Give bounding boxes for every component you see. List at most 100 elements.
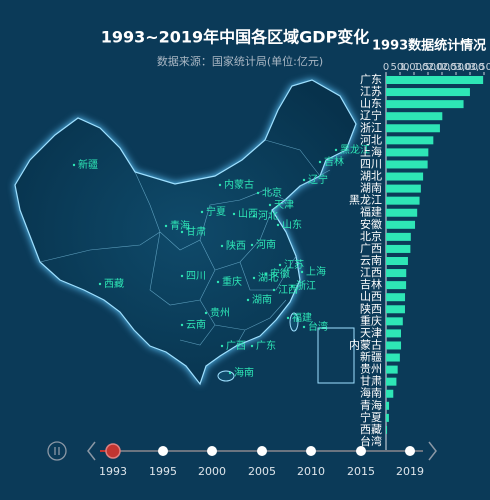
bar — [386, 389, 394, 398]
bar — [386, 377, 397, 386]
prev-button[interactable] — [87, 441, 96, 461]
region-label: 宁夏 — [206, 205, 226, 218]
region-label: 河北 — [258, 210, 278, 222]
region-label: 湖北 — [258, 272, 278, 284]
x-tick-label: 3,500 — [470, 62, 490, 73]
region-dot — [180, 323, 184, 327]
timeline-label[interactable]: 2005 — [248, 465, 276, 478]
region-label: 河南 — [256, 238, 276, 251]
bar-title: 1993数据统计情况 — [372, 38, 486, 54]
taiwan — [289, 312, 299, 332]
region-label: 吉林 — [324, 155, 344, 168]
region-dot — [220, 244, 224, 248]
timeline-label[interactable]: 1993 — [99, 465, 127, 478]
bar — [386, 196, 420, 205]
y-tick-label: 陕西 — [360, 301, 382, 315]
bar — [386, 365, 398, 374]
x-tick-label: 500 — [390, 62, 409, 73]
y-tick-label: 辽宁 — [360, 108, 382, 122]
region-dot — [250, 344, 254, 348]
region-label: 海南 — [234, 366, 254, 379]
region-dot — [164, 224, 168, 228]
region-dot — [272, 288, 276, 292]
china-outline — [14, 79, 357, 386]
region-dot — [228, 371, 232, 375]
region-dot — [204, 311, 208, 315]
y-tick-label: 海南 — [360, 386, 382, 400]
bar — [386, 184, 421, 193]
y-tick-label: 福建 — [360, 205, 382, 219]
timeline-label[interactable]: 2000 — [198, 465, 226, 478]
y-tick-label: 云南 — [360, 254, 382, 267]
region-dot — [216, 280, 220, 284]
hainan — [217, 370, 235, 382]
y-tick-label: 台湾 — [360, 434, 382, 448]
bar — [386, 160, 428, 169]
next-button[interactable] — [428, 441, 437, 461]
timeline-point[interactable] — [257, 446, 267, 456]
timeline-label[interactable]: 2010 — [297, 465, 325, 478]
x-tick-label: 1,500 — [414, 62, 443, 73]
region-label: 江西 — [278, 284, 298, 296]
region-label: 湖南 — [252, 293, 272, 306]
y-tick-label: 北京 — [360, 229, 382, 243]
timeline-label[interactable]: 1995 — [149, 465, 177, 478]
title: 1993~2019年中国各区域GDP变化 — [101, 28, 370, 47]
bar — [386, 269, 407, 278]
region-label: 陕西 — [226, 239, 246, 252]
x-tick-label: 3,000 — [456, 62, 485, 73]
region-dot — [334, 148, 338, 152]
timeline-point[interactable] — [158, 446, 168, 456]
region-label: 云南 — [186, 318, 206, 331]
y-tick-label: 湖北 — [360, 170, 382, 183]
region-dot — [264, 272, 268, 276]
y-tick-label: 上海 — [360, 144, 382, 158]
y-tick-label: 青海 — [360, 398, 382, 412]
y-tick-label: 新疆 — [360, 350, 382, 364]
bar — [386, 401, 390, 410]
bar — [386, 317, 403, 326]
y-tick-label: 西藏 — [360, 423, 382, 436]
region-label: 台湾 — [308, 320, 328, 333]
region-dot — [276, 223, 280, 227]
region-label: 山西 — [238, 208, 258, 220]
bar — [386, 293, 406, 302]
timeline-label[interactable]: 2015 — [347, 465, 375, 478]
region-dot — [218, 183, 222, 187]
y-tick-label: 江西 — [360, 266, 382, 279]
bar — [386, 413, 389, 422]
bar — [386, 341, 402, 350]
region-dot — [72, 163, 76, 167]
y-tick-label: 浙江 — [360, 121, 382, 134]
y-tick-label: 黑龙江 — [349, 194, 382, 207]
y-tick-label: 山东 — [360, 97, 382, 110]
region-dot — [256, 191, 260, 195]
y-tick-label: 广西 — [360, 242, 382, 255]
x-tick-label: 2,500 — [442, 62, 471, 73]
bar — [386, 353, 400, 362]
timeline-point[interactable] — [356, 446, 366, 456]
bar — [386, 208, 418, 217]
timeline-current[interactable] — [105, 443, 121, 459]
timeline-point[interactable] — [306, 446, 316, 456]
region-label: 广东 — [256, 339, 276, 352]
bar — [386, 136, 434, 145]
timeline-point[interactable] — [207, 446, 217, 456]
timeline-point[interactable] — [405, 446, 415, 456]
south-sea-inset — [317, 327, 355, 384]
region-dot — [300, 270, 304, 274]
bar — [386, 76, 484, 84]
play-button[interactable] — [47, 441, 67, 461]
y-tick-label: 安徽 — [360, 217, 382, 231]
y-tick-label: 山西 — [360, 290, 382, 303]
y-tick-label: 甘肃 — [360, 375, 382, 388]
timeline-label[interactable]: 2019 — [396, 465, 424, 478]
region-label: 江苏 — [284, 258, 304, 271]
region-dot — [286, 316, 290, 320]
region-label: 贵州 — [210, 306, 230, 319]
x-tick-label: 1,000 — [400, 62, 429, 73]
y-tick-label: 湖南 — [360, 182, 382, 195]
bar — [386, 425, 388, 434]
